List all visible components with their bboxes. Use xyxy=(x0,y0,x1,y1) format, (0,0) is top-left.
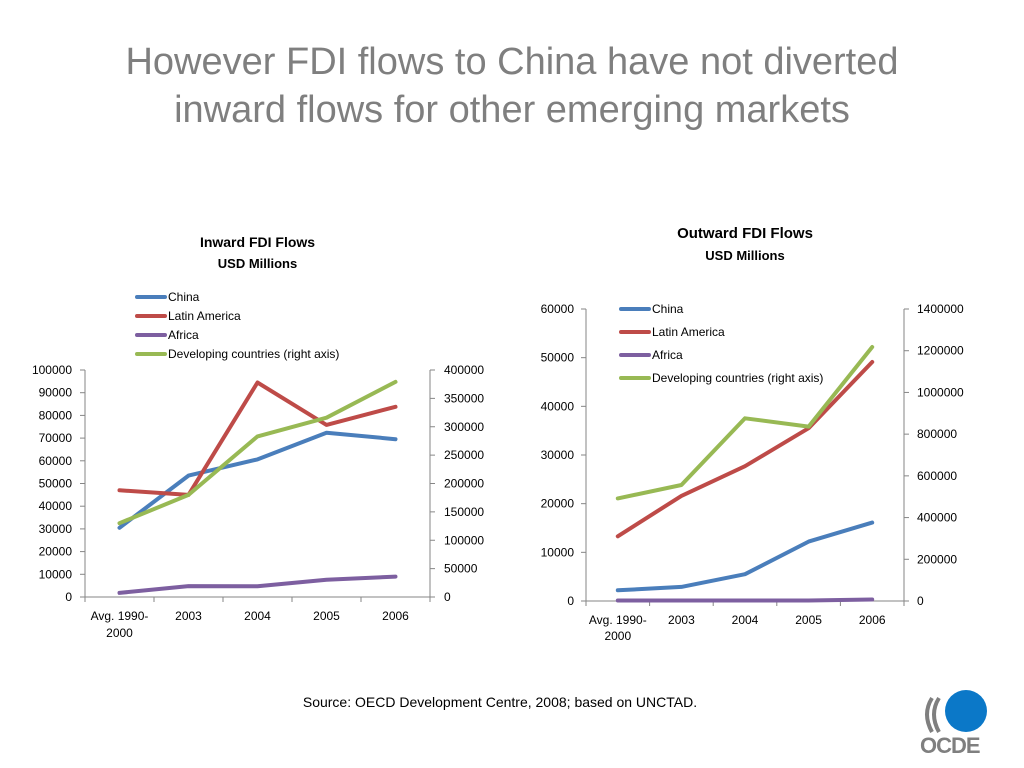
inward-left-tick-label: 20000 xyxy=(39,545,73,559)
outward-x-tick-label: 2005 xyxy=(795,613,822,627)
slide-title-line-1: However FDI flows to China have not dive… xyxy=(125,41,899,83)
inward-right-tick-label: 200000 xyxy=(444,477,484,491)
inward-left-tick-label: 10000 xyxy=(39,567,73,581)
outward-series-latin-america xyxy=(615,360,875,539)
inward-left-tick-label: 60000 xyxy=(39,454,73,468)
outward-legend-label-latin-america: Latin America xyxy=(652,325,725,339)
inward-left-tick-label: 0 xyxy=(65,590,72,604)
outward-x-tick-label: Avg. 1990-2000 xyxy=(589,613,647,643)
slide-title-line-2: inward flows for other emerging markets xyxy=(174,89,850,131)
outward-left-tick-label: 20000 xyxy=(541,497,575,511)
inward-x-tick-label: 2006 xyxy=(382,609,409,623)
outward-left-tick-label: 40000 xyxy=(541,399,575,413)
slide-title: However FDI flows to China have not dive… xyxy=(0,38,1024,134)
inward-left-tick-label: 40000 xyxy=(39,499,73,513)
outward-x-tick-label: 2003 xyxy=(668,613,695,627)
inward-right-tick-label: 350000 xyxy=(444,391,484,405)
inward-legend-label-china: China xyxy=(168,290,200,304)
inward-left-tick-label: 30000 xyxy=(39,522,73,536)
outward-left-tick-label: 30000 xyxy=(541,448,575,462)
inward-right-tick-label: 100000 xyxy=(444,533,484,547)
outward-right-tick-label: 1200000 xyxy=(917,344,964,358)
outward-right-tick-label: 1000000 xyxy=(917,385,964,399)
source-note: Source: OECD Development Centre, 2008; b… xyxy=(302,694,698,710)
inward-right-tick-label: 300000 xyxy=(444,420,484,434)
inward-x-tick-label: 2005 xyxy=(313,609,340,623)
oecd-logo-text: OCDE xyxy=(920,733,981,758)
outward-left-tick-label: 0 xyxy=(567,594,574,608)
outward-left-tick-label: 10000 xyxy=(541,545,575,559)
outward-right-tick-label: 800000 xyxy=(917,427,957,441)
outward-right-tick-label: 1400000 xyxy=(917,302,964,316)
outward-right-tick-label: 600000 xyxy=(917,469,957,483)
inward-legend-label-africa: Africa xyxy=(168,328,199,342)
inward-left-tick-label: 50000 xyxy=(39,477,73,491)
outward-right-tick-label: 400000 xyxy=(917,511,957,525)
inward-legend: China Latin America Africa Developing count… xyxy=(135,290,339,361)
outward-series-developing-countries-right-axis xyxy=(615,345,875,501)
outward-chart-subtitle: USD Millions xyxy=(705,248,784,263)
outward-series-africa xyxy=(615,597,875,603)
inward-right-tick-label: 50000 xyxy=(444,562,478,576)
outward-legend-label-china: China xyxy=(652,302,684,316)
outward-left-tick-label: 50000 xyxy=(541,351,575,365)
inward-chart-subtitle: USD Millions xyxy=(218,256,297,271)
inward-right-tick-label: 0 xyxy=(444,590,451,604)
outward-legend-label-developing-countries-right-axis: Developing countries (right axis) xyxy=(652,371,823,385)
inward-x-tick-label: Avg. 1990-2000 xyxy=(91,609,149,640)
inward-left-tick-label: 70000 xyxy=(39,431,73,445)
outward-chart-title: Outward FDI Flows xyxy=(677,225,813,242)
inward-x-tick-label: 2004 xyxy=(244,609,271,623)
inward-chart-title: Inward FDI Flows xyxy=(200,234,315,250)
inward-x-tick-label: 2003 xyxy=(175,609,202,623)
outward-legend: China Latin America Africa Developing count… xyxy=(619,302,823,385)
outward-right-tick-label: 0 xyxy=(917,594,924,608)
inward-legend-label-latin-america: Latin America xyxy=(168,309,241,323)
inward-right-tick-label: 400000 xyxy=(444,363,484,377)
outward-x-tick-label: 2006 xyxy=(859,613,886,627)
outward-right-tick-label: 200000 xyxy=(917,552,957,566)
outward-x-tick-label: 2004 xyxy=(732,613,759,627)
outward-legend-label-africa: Africa xyxy=(652,348,683,362)
inward-left-tick-label: 100000 xyxy=(32,363,72,377)
inward-left-tick-label: 80000 xyxy=(39,408,73,422)
outward-series-china xyxy=(615,520,875,593)
oecd-logo-icon xyxy=(925,690,987,733)
inward-right-tick-label: 250000 xyxy=(444,448,484,462)
inward-legend-label-developing-countries-right-axis: Developing countries (right axis) xyxy=(168,347,339,361)
outward-left-tick-label: 60000 xyxy=(541,302,575,316)
inward-left-tick-label: 90000 xyxy=(39,386,73,400)
inward-right-tick-label: 150000 xyxy=(444,505,484,519)
